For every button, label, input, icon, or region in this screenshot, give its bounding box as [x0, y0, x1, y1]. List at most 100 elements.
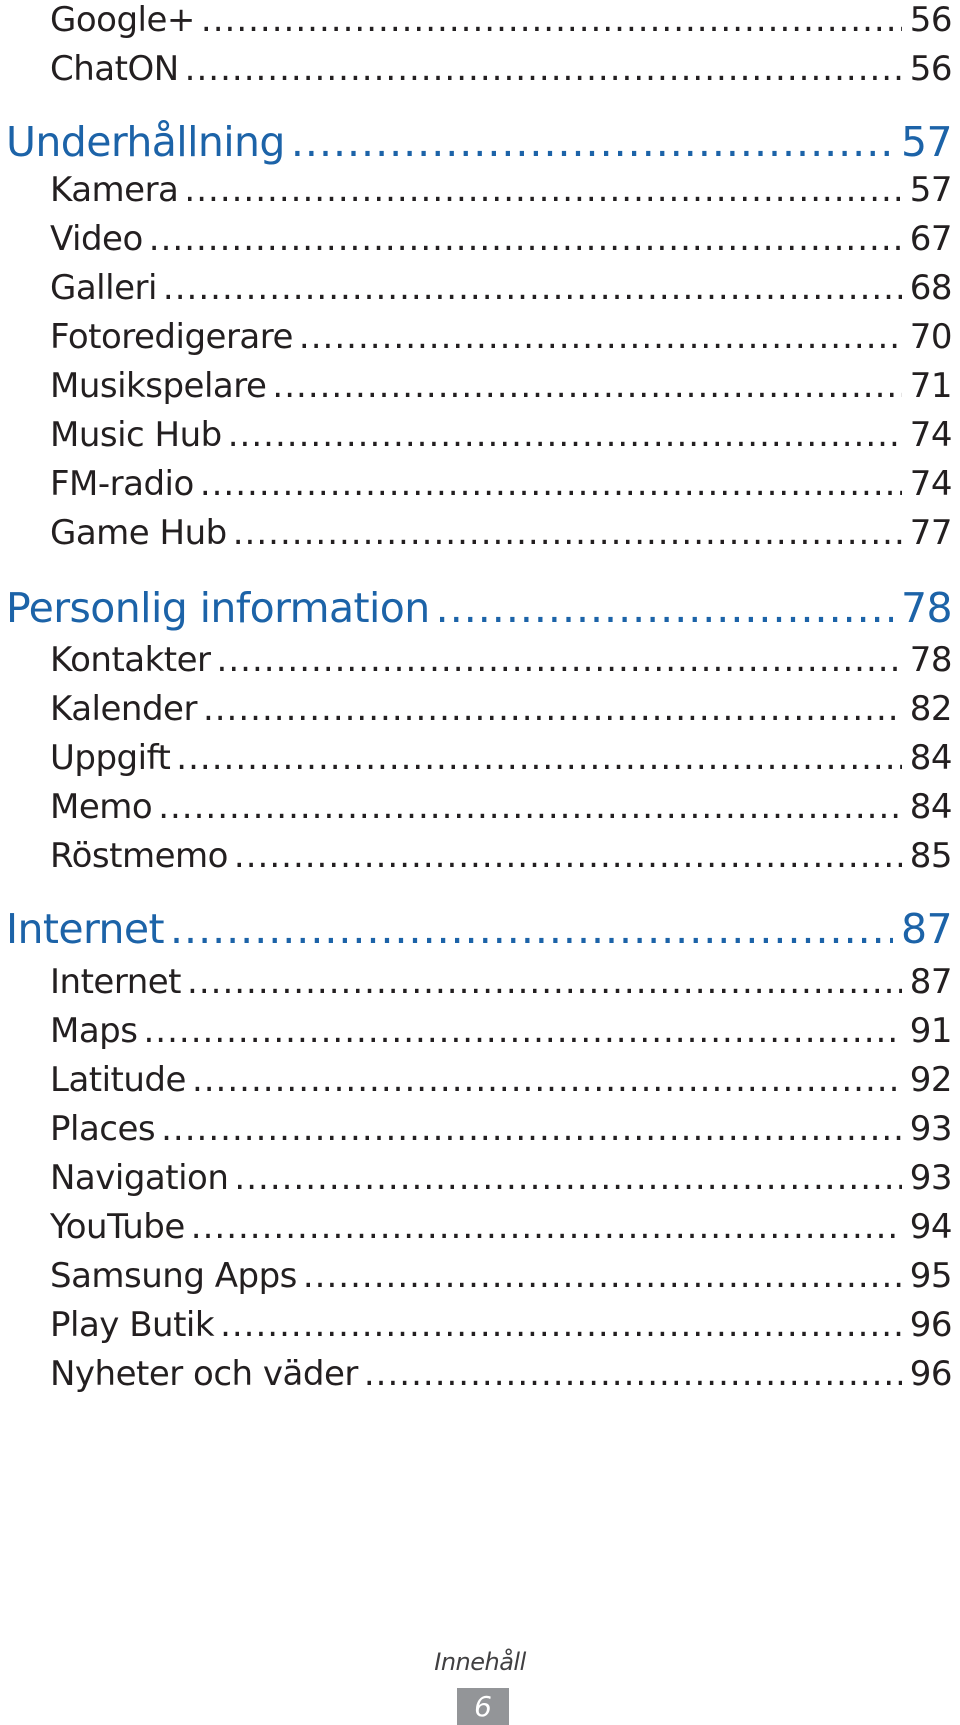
toc-entry-page-number: 85: [909, 836, 952, 876]
dot-leader: [149, 219, 902, 259]
toc-entry: Game Hub 77: [50, 513, 952, 563]
dot-leader: [272, 366, 901, 406]
toc-entry-title: Samsung Apps: [50, 1256, 297, 1296]
toc-entry: Kamera 57: [50, 170, 952, 220]
toc-entry-title: Kalender: [50, 689, 197, 729]
toc-entry-page-number: 93: [909, 1109, 952, 1149]
toc-entry-page-number: 82: [909, 689, 952, 729]
toc-entry: Maps 91: [50, 1011, 952, 1061]
toc-entry: YouTube 94: [50, 1207, 952, 1257]
dot-leader: [184, 170, 901, 210]
toc-entry-page-number: 77: [909, 513, 952, 553]
dot-leader: [364, 1354, 902, 1394]
toc-entry-page-number: 96: [909, 1305, 952, 1345]
page-number-badge: 6: [457, 1688, 509, 1725]
toc-entry: Musikspelare 71: [50, 366, 952, 416]
toc-entry-title: Music Hub: [50, 415, 222, 455]
toc-entry-page-number: 95: [909, 1256, 952, 1296]
dot-leader: [234, 1158, 901, 1198]
dot-leader: [187, 962, 902, 1002]
toc-entry-title: Maps: [50, 1011, 138, 1051]
toc-entry: Video 67: [50, 219, 952, 269]
toc-entry: Google+ 56: [50, 0, 952, 50]
toc-entry-page-number: 74: [909, 415, 952, 455]
toc-entry-page-number: 74: [909, 464, 952, 504]
toc-entry-title: Video: [50, 219, 143, 259]
footer-section-label: Innehåll: [434, 1648, 526, 1676]
dot-leader: [191, 1207, 902, 1247]
dot-leader: [201, 0, 902, 40]
toc-entry-title: Internet: [50, 962, 182, 1002]
toc-entry-page-number: 96: [909, 1354, 952, 1394]
toc-entry-page-number: 84: [909, 787, 952, 827]
toc-entry: Kalender 82: [50, 689, 952, 739]
toc-entry-page-number: 56: [909, 0, 952, 40]
dot-leader: [299, 317, 902, 357]
toc-entry-title: Game Hub: [50, 513, 227, 553]
toc-entry: ChatON 56: [50, 49, 952, 99]
toc-entry-page-number: 67: [909, 219, 952, 259]
dot-leader: [234, 836, 902, 876]
toc-entry-page-number: 71: [909, 366, 952, 406]
dot-leader: [203, 689, 902, 729]
toc-entry-title: Uppgift: [50, 738, 171, 778]
toc-entry-title: YouTube: [50, 1207, 185, 1247]
toc-entry: Play Butik 96: [50, 1305, 952, 1355]
toc-entry: Fotoredigerare 70: [50, 317, 952, 367]
toc-entry-title: Places: [50, 1109, 156, 1149]
toc-entry-title: Kamera: [50, 170, 179, 210]
toc-entry-page-number: 78: [901, 584, 952, 632]
toc-entry-title: Memo: [50, 787, 153, 827]
dot-leader: [143, 1011, 901, 1051]
toc-entry: FM-radio 74: [50, 464, 952, 514]
toc-entry-page-number: 70: [909, 317, 952, 357]
toc-entry: Music Hub 74: [50, 415, 952, 465]
toc-entry: Uppgift 84: [50, 738, 952, 788]
toc-entry-title: Nyheter och väder: [50, 1354, 358, 1394]
dot-leader: [220, 1305, 902, 1345]
toc-entry-page-number: 68: [909, 268, 952, 308]
toc-entry-title: Internet: [6, 905, 165, 953]
toc-entry: Internet 87: [50, 962, 952, 1012]
dot-leader: [303, 1256, 902, 1296]
toc-section-entry: Internet 87: [6, 905, 952, 961]
toc-entry-page-number: 93: [909, 1158, 952, 1198]
dot-leader: [192, 1060, 902, 1100]
toc-section-entry: Underhållning 57: [6, 118, 952, 174]
toc-entry-page-number: 57: [901, 118, 952, 166]
toc-entry-title: Kontakter: [50, 640, 211, 680]
toc-entry-page-number: 56: [909, 49, 952, 89]
toc-entry: Navigation 93: [50, 1158, 952, 1208]
toc-entry-title: FM-radio: [50, 464, 194, 504]
dot-leader: [228, 415, 902, 455]
toc-entry: Nyheter och väder 96: [50, 1354, 952, 1404]
toc-entry-page-number: 87: [909, 962, 952, 1002]
toc-entry: Latitude 92: [50, 1060, 952, 1110]
dot-leader: [436, 584, 893, 632]
toc-entry-page-number: 91: [909, 1011, 952, 1051]
dot-leader: [233, 513, 902, 553]
toc-section-entry: Personlig information 78: [6, 584, 952, 640]
toc-entry-title: Röstmemo: [50, 836, 228, 876]
dot-leader: [176, 738, 901, 778]
toc-entry-title: Fotoredigerare: [50, 317, 293, 357]
toc-entry: Samsung Apps 95: [50, 1256, 952, 1306]
toc-entry-title: Play Butik: [50, 1305, 215, 1345]
dot-leader: [291, 118, 893, 166]
dot-leader: [158, 787, 902, 827]
toc-entry-title: Navigation: [50, 1158, 229, 1198]
dot-leader: [163, 268, 902, 308]
toc-entry: Kontakter 78: [50, 640, 952, 690]
dot-leader: [185, 49, 902, 89]
toc-entry-title: Personlig information: [6, 584, 430, 632]
toc-entry-page-number: 57: [909, 170, 952, 210]
toc-entry-page-number: 92: [909, 1060, 952, 1100]
toc-entry-page-number: 84: [909, 738, 952, 778]
toc-entry-page-number: 94: [909, 1207, 952, 1247]
toc-entry: Röstmemo 85: [50, 836, 952, 886]
toc-entry-title: Underhållning: [6, 118, 285, 166]
dot-leader: [217, 640, 902, 680]
toc-entry: Galleri 68: [50, 268, 952, 318]
toc-entry-title: Google+: [50, 0, 195, 40]
toc-entry-page-number: 87: [901, 905, 952, 953]
